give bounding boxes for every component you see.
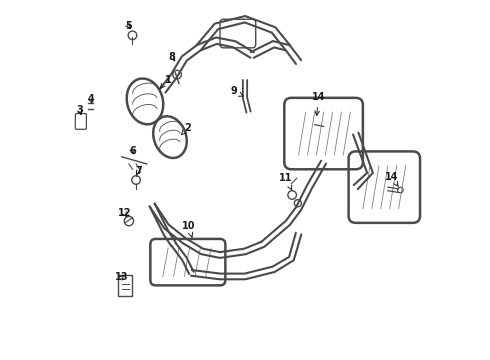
Text: 1: 1 <box>160 75 172 88</box>
Text: 8: 8 <box>169 52 175 62</box>
Text: 3: 3 <box>76 105 83 115</box>
Text: 5: 5 <box>125 21 132 31</box>
Text: 4: 4 <box>87 94 94 104</box>
Bar <box>118 275 132 296</box>
Text: 14: 14 <box>312 92 325 116</box>
Text: 11: 11 <box>279 173 293 190</box>
Text: 13: 13 <box>115 272 128 282</box>
Text: 12: 12 <box>118 208 131 218</box>
Text: 7: 7 <box>135 166 142 176</box>
Text: 9: 9 <box>230 86 244 96</box>
Text: 14: 14 <box>386 172 399 186</box>
Text: 2: 2 <box>181 123 191 135</box>
Text: 10: 10 <box>182 221 196 237</box>
Text: 6: 6 <box>129 146 136 156</box>
